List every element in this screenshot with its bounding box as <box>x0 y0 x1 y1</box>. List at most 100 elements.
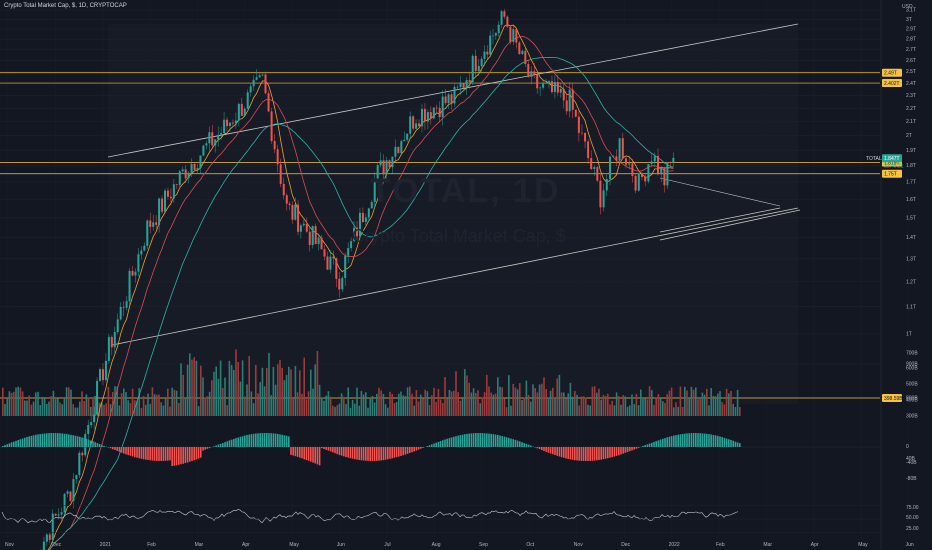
osc-bar <box>404 447 407 455</box>
candle-body <box>379 160 382 166</box>
volume-bar <box>356 387 358 416</box>
osc-bar <box>46 433 48 447</box>
candle-body <box>54 513 57 516</box>
osc-bar <box>629 447 631 452</box>
price-tick-label: 1.7T <box>906 180 916 186</box>
osc-bar <box>648 443 651 447</box>
volume-bar <box>657 394 660 416</box>
candle-body <box>131 270 134 276</box>
volume-bar <box>699 398 701 416</box>
osc-bar <box>171 447 173 467</box>
volume-bar <box>666 394 668 416</box>
osc-bar <box>488 433 490 447</box>
volume-bar <box>250 391 253 416</box>
candle-body <box>75 475 78 480</box>
osc-bar <box>483 433 486 447</box>
volume-bar <box>719 391 721 416</box>
level-tag: 2.402T <box>884 81 900 87</box>
price-tick-label: 1.1T <box>906 304 916 310</box>
price-tick-label: 2.5T <box>906 69 916 75</box>
volume-bar <box>140 407 143 416</box>
volume-bar <box>142 396 145 416</box>
osc-bar <box>578 447 580 461</box>
candle-body <box>518 42 521 55</box>
candle-body <box>344 255 347 278</box>
volume-bar <box>39 405 41 416</box>
volume-bar <box>303 357 305 416</box>
candle-body <box>618 138 621 161</box>
candle-body <box>605 178 608 191</box>
volume-bar <box>351 399 354 416</box>
osc-bar <box>657 440 660 447</box>
candle-body <box>644 176 647 182</box>
volume-bar <box>659 398 662 416</box>
osc-bar <box>512 439 514 447</box>
volume-bar <box>481 397 484 416</box>
ma-slow-line <box>48 56 674 550</box>
volume-bar <box>109 404 112 416</box>
osc-bar <box>358 447 360 460</box>
countdown-label: 22:49:21 <box>884 163 904 169</box>
osc-bar <box>114 447 116 451</box>
volume-bar <box>675 402 677 416</box>
osc-bar <box>312 447 314 463</box>
volume-bar <box>195 360 198 416</box>
osc-bar <box>697 433 699 447</box>
price-tags: 2.49T 2.402T 1.819T 1.75T 1.847TTOTAL22:49:2… <box>866 68 904 402</box>
volume-bar <box>160 402 162 416</box>
osc-bar <box>28 436 30 447</box>
time-tick-label: Mar <box>195 542 204 548</box>
candle-body <box>190 163 193 173</box>
candle-body <box>270 111 273 142</box>
osc-bar <box>109 447 112 449</box>
volume-bar <box>415 390 418 416</box>
volume-bar <box>219 360 222 416</box>
volume-bar <box>728 393 730 416</box>
volume-bar <box>567 393 569 416</box>
osc-bar <box>492 434 495 447</box>
price-tick-label: 800B <box>906 395 918 401</box>
time-tick-label: Feb <box>716 542 725 548</box>
candle-body <box>261 74 264 76</box>
osc-bar <box>147 447 149 460</box>
candle-body <box>329 256 332 270</box>
candle-body <box>217 134 220 140</box>
osc-bar <box>620 447 622 455</box>
volume-bar <box>13 391 15 416</box>
candle-body <box>143 245 146 251</box>
volume-bar <box>417 401 420 416</box>
osc-bar <box>310 447 312 462</box>
osc-bar <box>635 447 638 449</box>
candle-body <box>468 80 471 82</box>
volume-bar <box>563 392 565 416</box>
osc-bar <box>681 433 684 447</box>
osc-bar <box>514 439 517 447</box>
volume-bar <box>184 397 187 416</box>
osc-bar <box>296 447 299 457</box>
osc-bar <box>349 447 352 459</box>
candle-body <box>657 155 659 174</box>
osc-bar <box>184 447 187 464</box>
osc-bar <box>290 447 292 455</box>
osc-bar <box>549 447 552 454</box>
osc-bar <box>202 447 204 451</box>
volume-bar <box>252 403 255 416</box>
candle-body <box>161 198 164 212</box>
candle-body <box>69 491 72 501</box>
osc-bar <box>63 433 66 447</box>
osc-bar <box>164 447 167 461</box>
osc-bar <box>510 438 512 447</box>
volume-bar <box>272 367 275 416</box>
osc-bar <box>41 433 44 447</box>
trend-channel <box>107 23 801 346</box>
volume-bar <box>125 392 127 416</box>
volume-bar <box>83 401 85 416</box>
time-axis[interactable]: Nov Dec 2021 Feb Mar Apr May Jun Jul Aug Sep Oct Nov… <box>5 542 932 548</box>
volume-bar <box>248 356 250 416</box>
volume-bar <box>202 377 204 416</box>
osc-bar <box>193 447 195 461</box>
osc-bar <box>373 447 376 461</box>
osc-bar <box>371 447 374 461</box>
